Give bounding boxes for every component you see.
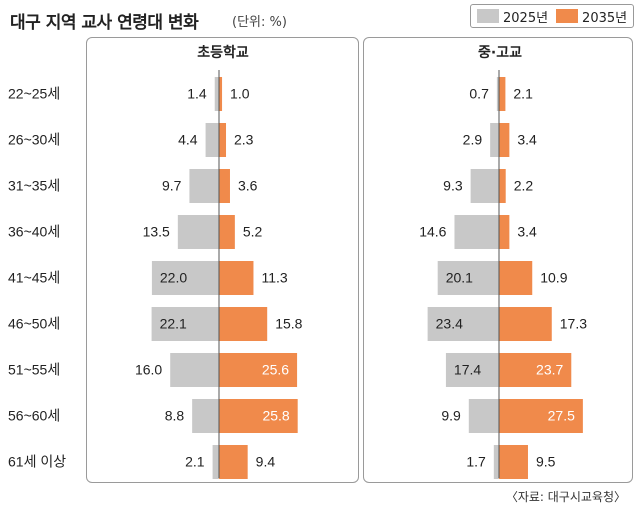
value-label-2035: 9.4 [256, 454, 276, 470]
source-note: 〈자료: 대구시교육청〉 [505, 490, 626, 504]
legend-swatch-2035 [556, 9, 579, 23]
category-label: 26~30세 [8, 132, 60, 148]
value-label-2035: 15.8 [275, 316, 302, 332]
legend-label-2035: 2035년 [582, 10, 628, 26]
value-label-2035: 2.2 [514, 178, 534, 194]
category-label: 51~55세 [8, 362, 60, 378]
value-label-2035: 27.5 [548, 408, 575, 424]
category-label: 31~35세 [8, 178, 60, 194]
value-label-2025: 23.4 [436, 316, 463, 332]
chart-title: 대구 지역 교사 연령대 변화 [10, 13, 199, 33]
value-label-2035: 9.5 [536, 454, 556, 470]
value-label-2035: 3.4 [517, 224, 537, 240]
bar-2035 [219, 307, 268, 341]
bar-2035 [219, 77, 223, 111]
bar-2035 [219, 399, 298, 433]
bar-2035 [499, 399, 583, 433]
bar-2025 [170, 353, 219, 387]
bar-2025 [468, 399, 499, 433]
bar-2035 [499, 215, 510, 249]
bar-2035 [499, 123, 510, 157]
bar-2025 [496, 77, 499, 111]
category-label: 46~50세 [8, 316, 60, 332]
bar-2025 [437, 261, 499, 295]
value-label-2025: 0.7 [469, 86, 489, 102]
value-label-2025: 1.7 [466, 454, 486, 470]
value-label-2035: 5.2 [243, 224, 263, 240]
bar-2025 [151, 261, 219, 295]
category-label: 22~25세 [8, 86, 60, 102]
unit-label: (단위: %) [232, 15, 287, 30]
value-label-2025: 8.8 [165, 408, 185, 424]
value-label-2025: 4.4 [178, 132, 198, 148]
category-label: 61세 이상 [8, 454, 66, 470]
legend-swatch-2025 [477, 9, 499, 23]
value-label-2025: 9.7 [162, 178, 182, 194]
bar-2035 [499, 353, 572, 387]
value-label-2025: 2.9 [463, 132, 483, 148]
bar-2025 [470, 169, 499, 203]
legend-item-2035: 2035년 [556, 7, 627, 26]
category-label: 56~60세 [8, 408, 60, 424]
legend-item-2025: 2025년 [477, 7, 548, 26]
value-label-2035: 2.3 [234, 132, 254, 148]
bar-2035 [219, 215, 235, 249]
bar-2025 [454, 215, 499, 249]
bar-2035 [499, 261, 533, 295]
value-label-2025: 16.0 [135, 362, 162, 378]
bar-2025 [205, 123, 219, 157]
bar-2035 [219, 353, 298, 387]
value-label-2035: 3.4 [517, 132, 537, 148]
value-label-2025: 20.1 [446, 270, 473, 286]
bar-2035 [499, 77, 506, 111]
bar-2025 [214, 77, 219, 111]
bar-2035 [499, 445, 528, 479]
bar-2035 [499, 169, 506, 203]
value-label-2025: 9.9 [441, 408, 461, 424]
bar-2025 [427, 307, 499, 341]
value-label-2025: 17.4 [454, 362, 481, 378]
bar-2035 [219, 169, 230, 203]
value-label-2025: 22.1 [160, 316, 187, 332]
value-label-2035: 25.6 [262, 362, 289, 378]
bar-2035 [219, 445, 248, 479]
bar-2025 [151, 307, 219, 341]
value-label-2035: 10.9 [540, 270, 567, 286]
value-label-2025: 13.5 [143, 224, 170, 240]
value-label-2035: 23.7 [536, 362, 563, 378]
bar-2025 [445, 353, 499, 387]
bar-2035 [219, 123, 227, 157]
category-label: 36~40세 [8, 224, 60, 240]
bar-2025 [189, 169, 219, 203]
panel-title-secondary: 중·고교 [478, 45, 522, 61]
value-label-2035: 1.0 [230, 86, 250, 102]
value-label-2035: 3.6 [238, 178, 258, 194]
value-label-2025: 22.0 [160, 270, 187, 286]
bar-2025 [192, 399, 219, 433]
value-label-2025: 9.3 [443, 178, 463, 194]
legend: 2025년 2035년 [470, 4, 635, 28]
bar-2025 [177, 215, 219, 249]
bar-2025 [493, 445, 499, 479]
value-label-2025: 1.4 [187, 86, 207, 102]
value-label-2035: 2.1 [513, 86, 533, 102]
bar-2035 [219, 261, 254, 295]
value-label-2025: 14.6 [419, 224, 446, 240]
panel-title-elementary: 초등학교 [197, 45, 249, 61]
legend-label-2025: 2025년 [503, 10, 549, 26]
bar-2025 [212, 445, 219, 479]
bar-2025 [490, 123, 499, 157]
bar-2035 [499, 307, 552, 341]
value-label-2035: 11.3 [261, 270, 287, 286]
value-label-2035: 25.8 [262, 408, 289, 424]
value-label-2035: 17.3 [560, 316, 587, 332]
category-label: 41~45세 [8, 270, 60, 286]
value-label-2025: 2.1 [185, 454, 205, 470]
